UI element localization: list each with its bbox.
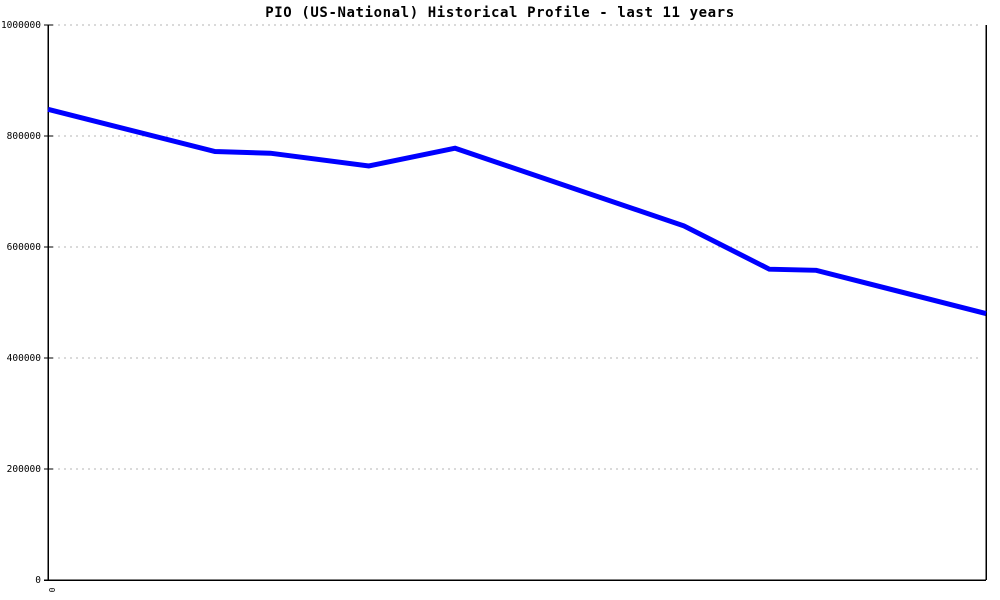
- y-axis-tick-label: 200000: [7, 464, 42, 475]
- chart-title: PIO (US-National) Historical Profile - l…: [265, 5, 735, 21]
- x-axis-tick-label: 0: [48, 587, 57, 592]
- y-axis-tick-label: 800000: [7, 131, 42, 142]
- data-series-line: [47, 106, 987, 317]
- y-axis-tick-label: 400000: [7, 353, 42, 364]
- y-axis-tick-label: 0: [35, 575, 41, 586]
- y-axis-tick-label: 1000000: [1, 20, 41, 31]
- y-axis-tick-label: 600000: [7, 242, 42, 253]
